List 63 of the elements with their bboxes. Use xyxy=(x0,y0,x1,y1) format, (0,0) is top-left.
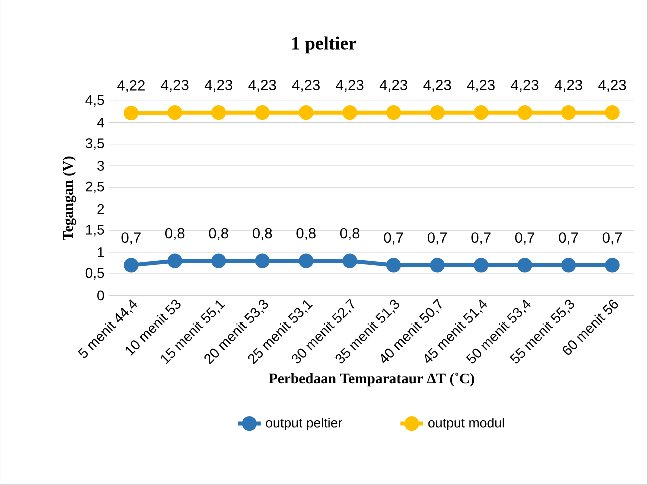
y-tick-label: 4,5 xyxy=(86,95,104,107)
y-tick-label: 3,5 xyxy=(86,138,104,150)
point xyxy=(386,105,402,120)
point xyxy=(299,105,314,120)
data-label: 0,7 xyxy=(384,232,404,245)
point xyxy=(212,254,226,268)
y-tick-label: 0 xyxy=(98,290,104,301)
data-label: 0,8 xyxy=(166,228,185,240)
point xyxy=(342,254,358,268)
point xyxy=(386,258,402,273)
point xyxy=(430,105,445,120)
point xyxy=(605,258,620,273)
data-label: 0,8 xyxy=(252,228,272,240)
data-label: 4,23 xyxy=(161,80,189,92)
point xyxy=(605,105,620,120)
point xyxy=(474,258,489,273)
y-tick-label: 3 xyxy=(98,161,104,171)
legend-label: output peltier xyxy=(266,418,342,430)
data-label: 4,23 xyxy=(424,80,452,92)
data-label: 4,23 xyxy=(511,80,539,92)
point xyxy=(299,254,314,268)
point xyxy=(518,105,532,120)
point xyxy=(124,258,139,273)
point xyxy=(474,105,489,120)
chart-title: 1 peltier xyxy=(292,36,356,54)
data-label: 0,7 xyxy=(559,232,578,245)
y-tick-label: 1 xyxy=(98,248,104,258)
data-label: 0,7 xyxy=(472,232,491,245)
point xyxy=(168,254,182,268)
data-label: 0,8 xyxy=(296,228,316,240)
point xyxy=(342,105,358,120)
data-label: 0,7 xyxy=(122,232,141,245)
data-label: 4,23 xyxy=(204,80,232,92)
y-tick-label: 4 xyxy=(97,118,104,128)
y-axis-title: Tegangan (V) xyxy=(62,156,76,240)
point xyxy=(430,258,445,273)
data-label: 4,23 xyxy=(598,80,626,92)
y-tick-label: 2 xyxy=(98,204,104,214)
x-axis-title: Perbedaan Temparataur ΔT (˚C) xyxy=(269,372,474,387)
data-label: 0,7 xyxy=(428,232,448,245)
data-label: 0,8 xyxy=(209,228,228,240)
y-tick-label: 1,5 xyxy=(86,225,104,236)
data-label: 4,23 xyxy=(467,80,495,92)
data-label: 4,23 xyxy=(336,80,364,92)
point xyxy=(212,105,226,120)
data-label: 4,23 xyxy=(380,80,408,92)
data-label: 4,23 xyxy=(248,80,276,92)
legend-label: output modul xyxy=(428,418,504,430)
y-tick-label: 0,5 xyxy=(86,268,104,280)
data-label: 0,8 xyxy=(340,228,360,240)
data-label: 0,7 xyxy=(602,232,622,245)
point xyxy=(518,258,532,273)
point xyxy=(124,106,139,121)
point xyxy=(168,105,182,120)
point xyxy=(561,105,576,120)
point xyxy=(561,258,576,273)
data-label: 0,7 xyxy=(515,232,535,245)
data-label: 4,23 xyxy=(554,80,582,92)
point xyxy=(255,254,270,268)
data-label: 4,22 xyxy=(117,80,145,93)
y-tick-label: 2,5 xyxy=(86,182,104,194)
data-label: 4,23 xyxy=(292,80,320,92)
point xyxy=(255,105,270,120)
